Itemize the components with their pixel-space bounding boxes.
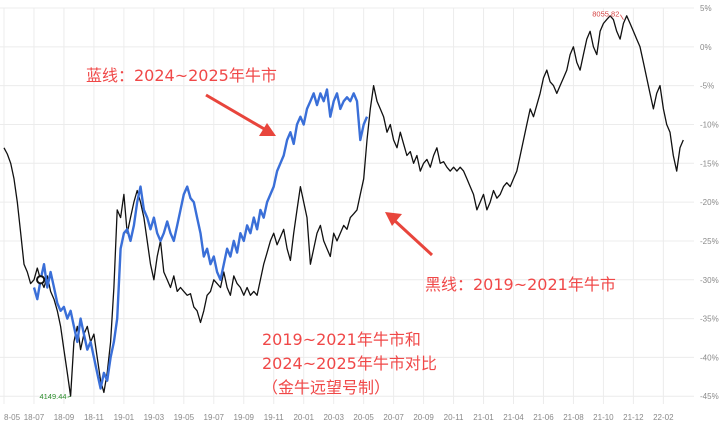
x-tick-label: 21-01 [473,413,494,422]
series-line-blue [32,88,369,390]
series-layer [3,15,684,397]
x-tick-label: 19-03 [144,413,165,422]
x-tick-label: 19-11 [264,413,284,422]
x-tick-label: 20-09 [413,413,434,422]
x-tick-label: 19-09 [234,413,255,422]
x-tick-label: 21-04 [503,413,524,422]
y-tick-label: -45% [700,392,719,401]
start-point-marker [36,275,46,285]
annotation-author-credit: （金牛远望号制） [262,378,390,397]
x-tick-label: 19-05 [174,413,195,422]
x-axis: 8-05 18-07 18-09 18-11 19-01 19-03 19-05 19-07 1… [4,413,674,422]
x-tick-label: 20-07 [383,413,404,422]
x-tick-label: 20-05 [353,413,374,422]
annotation-black-line: 黑线：2019~2021年牛市 [425,275,616,294]
y-axis: 5% 0% -5% -10% -15% -20% -25% -30% -35% -40% -45% [700,4,719,401]
y-tick-label: -30% [700,276,719,285]
min-value-label: 4149.44 [39,392,66,401]
x-tick-label: 20-11 [444,413,464,422]
y-tick-label: 0% [700,43,712,52]
y-tick-label: -5% [700,82,714,91]
x-tick-label: 18-11 [84,413,104,422]
arrow-to-blue-line [205,93,276,136]
x-tick-label: 22-02 [653,413,674,422]
extreme-labels: 8055.82 4149.44 [39,10,624,401]
x-tick-label: 18-07 [24,413,45,422]
y-tick-label: -15% [700,159,719,168]
annotation-comparison-line2: 2024~2025年牛市对比 [262,354,437,373]
y-tick-label: -40% [700,353,719,362]
annotation-comparison-line1: 2019~2021年牛市和 [262,330,421,349]
y-tick-label: -10% [700,120,719,129]
extreme-leader-line [67,395,71,398]
y-tick-label: 5% [700,4,712,13]
x-tick-label: 21-12 [623,413,644,422]
x-tick-label: 20-03 [323,413,344,422]
x-tick-label: 19-01 [114,413,135,422]
max-value-label: 8055.82 [592,10,619,19]
annotation-blue-line: 蓝线：2024~2025年牛市 [86,66,277,85]
x-tick-label: 21-06 [533,413,554,422]
gridlines [0,7,694,404]
extreme-leader-line [620,14,624,20]
x-tick-label: 20-01 [293,413,314,422]
series-line-black [3,15,684,397]
y-tick-label: -35% [700,315,719,324]
y-tick-label: -20% [700,198,719,207]
x-tick-label: 21-10 [593,413,614,422]
x-tick-label: 18-09 [54,413,75,422]
x-tick-label: 8-05 [4,413,21,422]
y-tick-label: -25% [700,237,719,246]
x-tick-label: 19-07 [204,413,225,422]
arrow-to-black-line [385,212,434,257]
x-tick-label: 21-08 [563,413,584,422]
